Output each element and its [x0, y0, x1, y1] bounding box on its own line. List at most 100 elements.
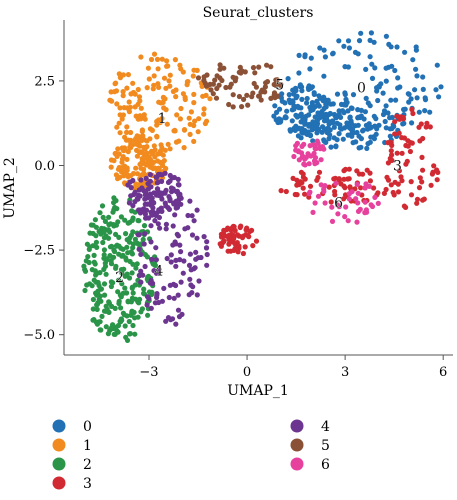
point-cluster-0-111 [307, 66, 313, 72]
legend-marker-1 [52, 438, 66, 452]
point-cluster-1-149 [144, 144, 150, 150]
point-cluster-2-173 [111, 222, 117, 228]
point-cluster-2-96 [129, 270, 135, 276]
point-cluster-2-147 [90, 296, 96, 303]
point-cluster-6-15 [307, 143, 313, 149]
point-cluster-1-268 [135, 86, 141, 93]
point-cluster-0-0 [367, 37, 373, 44]
point-cluster-1-218 [130, 80, 136, 86]
point-cluster-0-350 [306, 121, 312, 128]
point-cluster-0-353 [336, 112, 342, 118]
point-cluster-1-64 [146, 76, 152, 82]
point-cluster-1-54 [150, 86, 156, 92]
point-cluster-3-51 [408, 192, 415, 198]
point-cluster-0-153 [394, 44, 400, 50]
point-cluster-4-6 [152, 218, 158, 224]
point-cluster-2-266 [87, 281, 93, 287]
point-cluster-1-294 [117, 75, 123, 81]
point-cluster-4-151 [138, 177, 144, 183]
point-cluster-0-303 [438, 84, 444, 90]
point-cluster-2-162 [118, 214, 124, 220]
point-cluster-2-127 [121, 266, 127, 272]
point-cluster-0-287 [319, 129, 325, 135]
point-cluster-0-330 [319, 108, 325, 114]
point-cluster-5-34 [268, 64, 274, 70]
point-cluster-2-250 [110, 280, 116, 286]
point-cluster-1-250 [163, 107, 169, 113]
point-cluster-1-34 [161, 75, 168, 81]
point-cluster-2-164 [122, 285, 128, 291]
point-cluster-6-48 [333, 180, 339, 186]
point-cluster-0-126 [345, 38, 352, 44]
point-cluster-4-98 [166, 294, 172, 301]
point-cluster-1-170 [191, 91, 197, 97]
point-cluster-1-179 [125, 149, 131, 155]
point-cluster-1-289 [139, 159, 145, 166]
point-cluster-2-5 [126, 318, 132, 325]
point-cluster-1-208 [200, 93, 206, 99]
point-cluster-1-194 [181, 145, 187, 151]
point-cluster-5-2 [239, 104, 245, 110]
point-cluster-0-191 [302, 121, 308, 127]
point-cluster-2-90 [130, 215, 136, 221]
point-cluster-0-336 [376, 84, 382, 90]
x-axis-label: UMAP_1 [227, 383, 289, 399]
point-cluster-4-82 [181, 258, 187, 264]
point-cluster-2-32 [141, 286, 147, 292]
point-cluster-3-187 [336, 177, 342, 183]
point-cluster-4-66 [204, 262, 210, 268]
point-cluster-0-104 [362, 109, 368, 115]
point-cluster-1-92 [164, 58, 170, 64]
point-cluster-4-39 [166, 206, 172, 212]
point-cluster-2-80 [116, 277, 122, 283]
point-cluster-0-261 [343, 96, 349, 102]
point-cluster-1-280 [120, 89, 126, 95]
point-cluster-0-228 [329, 120, 335, 126]
legend-label-1: 1 [83, 438, 92, 454]
point-cluster-0-138 [436, 94, 442, 100]
legend-marker-6 [290, 457, 304, 471]
point-cluster-0-165 [386, 41, 392, 48]
point-cluster-3-193 [294, 192, 300, 198]
point-cluster-2-63 [115, 219, 121, 225]
point-cluster-0-239 [331, 135, 337, 141]
point-cluster-5-28 [230, 92, 236, 98]
point-cluster-3-131 [226, 241, 232, 247]
point-cluster-0-78 [393, 97, 399, 103]
point-cluster-5-27 [264, 62, 270, 68]
point-cluster-0-356 [357, 114, 363, 121]
point-cluster-4-96 [185, 225, 191, 231]
point-cluster-2-95 [132, 331, 138, 337]
point-cluster-3-167 [231, 247, 237, 253]
x-tick-label-0: −3 [139, 365, 158, 380]
point-cluster-5-11 [241, 96, 247, 102]
point-cluster-2-188 [118, 294, 124, 300]
point-cluster-1-210 [139, 128, 145, 135]
point-cluster-4-208 [189, 213, 195, 219]
point-cluster-1-136 [151, 51, 158, 57]
point-cluster-1-288 [185, 79, 191, 85]
point-cluster-0-6 [363, 66, 369, 72]
point-cluster-1-286 [160, 99, 166, 105]
point-cluster-1-264 [173, 94, 179, 100]
legend-marker-4 [290, 419, 304, 433]
point-cluster-1-260 [128, 91, 134, 97]
point-cluster-4-165 [128, 185, 134, 191]
point-cluster-0-319 [305, 85, 311, 91]
point-cluster-2-121 [102, 292, 108, 298]
point-cluster-4-63 [155, 186, 161, 192]
point-cluster-3-100 [381, 190, 387, 196]
point-cluster-4-138 [138, 251, 144, 257]
point-cluster-2-192 [112, 204, 118, 211]
point-cluster-6-72 [336, 204, 342, 210]
point-cluster-0-75 [341, 43, 347, 49]
point-cluster-6-2 [355, 200, 361, 206]
point-cluster-4-175 [142, 196, 148, 202]
point-cluster-4-113 [175, 176, 181, 182]
point-cluster-1-240 [182, 94, 188, 100]
point-cluster-5-54 [217, 66, 223, 72]
point-cluster-0-294 [383, 33, 389, 39]
point-cluster-2-243 [97, 327, 103, 333]
point-cluster-1-269 [134, 137, 140, 143]
point-cluster-0-102 [392, 67, 398, 74]
